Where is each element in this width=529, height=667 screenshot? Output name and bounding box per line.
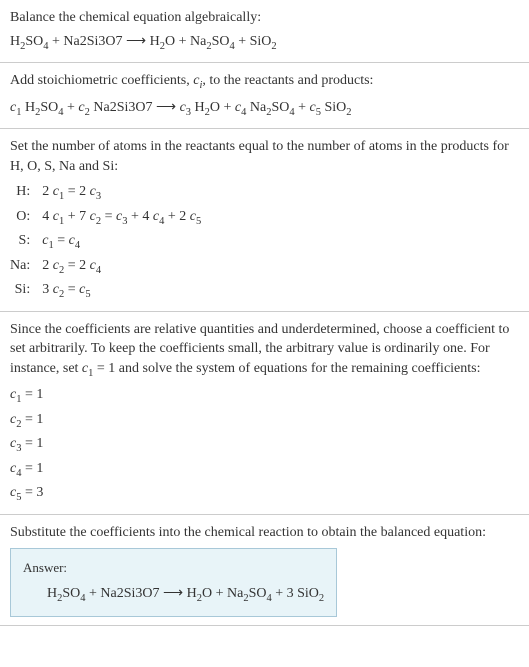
heading-stoichiometric: Add stoichiometric coefficients, ci, to … [10, 71, 519, 93]
answer-box: Answer: H2SO4 + Na2Si3O7 ⟶ H2O + Na2SO4 … [10, 548, 337, 617]
atom-eq-h: 2 c1 = 2 c3 [42, 182, 519, 204]
answer-equation: H2SO4 + Na2Si3O7 ⟶ H2O + Na2SO4 + 3 SiO2 [47, 584, 324, 606]
coeff-c3: c3 = 1 [10, 434, 519, 456]
coeff-c5: c5 = 3 [10, 483, 519, 505]
coeff-c1: c1 = 1 [10, 385, 519, 407]
atom-label-o: O: [10, 207, 30, 229]
heading-atom-equations: Set the number of atoms in the reactants… [10, 137, 519, 176]
section-balance: Balance the chemical equation algebraica… [0, 0, 529, 63]
coeff-c2: c2 = 1 [10, 410, 519, 432]
atom-eq-na: 2 c2 = 2 c4 [42, 256, 519, 278]
section-answer: Substitute the coefficients into the che… [0, 515, 529, 626]
section-solve: Since the coefficients are relative quan… [0, 312, 529, 515]
section-atom-equations: Set the number of atoms in the reactants… [0, 129, 529, 312]
heading-solve: Since the coefficients are relative quan… [10, 320, 519, 382]
atom-eq-si: 3 c2 = c5 [42, 280, 519, 302]
equation-with-coefficients: c1 H2SO4 + c2 Na2Si3O7 ⟶ c3 H2O + c4 Na2… [10, 98, 519, 120]
atom-eq-o: 4 c1 + 7 c2 = c3 + 4 c4 + 2 c5 [42, 207, 519, 229]
atom-equations-table: H: 2 c1 = 2 c3 O: 4 c1 + 7 c2 = c3 + 4 c… [10, 182, 519, 302]
equation-unbalanced: H2SO4 + Na2Si3O7 ⟶ H2O + Na2SO4 + SiO2 [10, 32, 519, 54]
coefficient-values: c1 = 1 c2 = 1 c3 = 1 c4 = 1 c5 = 3 [10, 385, 519, 505]
atom-label-si: Si: [10, 280, 30, 302]
heading-answer: Substitute the coefficients into the che… [10, 523, 519, 543]
answer-label: Answer: [23, 559, 324, 577]
section-stoichiometric: Add stoichiometric coefficients, ci, to … [0, 63, 529, 129]
atom-label-na: Na: [10, 256, 30, 278]
coeff-c4: c4 = 1 [10, 459, 519, 481]
atom-eq-s: c1 = c4 [42, 231, 519, 253]
heading-balance: Balance the chemical equation algebraica… [10, 8, 519, 28]
atom-label-h: H: [10, 182, 30, 204]
atom-label-s: S: [10, 231, 30, 253]
